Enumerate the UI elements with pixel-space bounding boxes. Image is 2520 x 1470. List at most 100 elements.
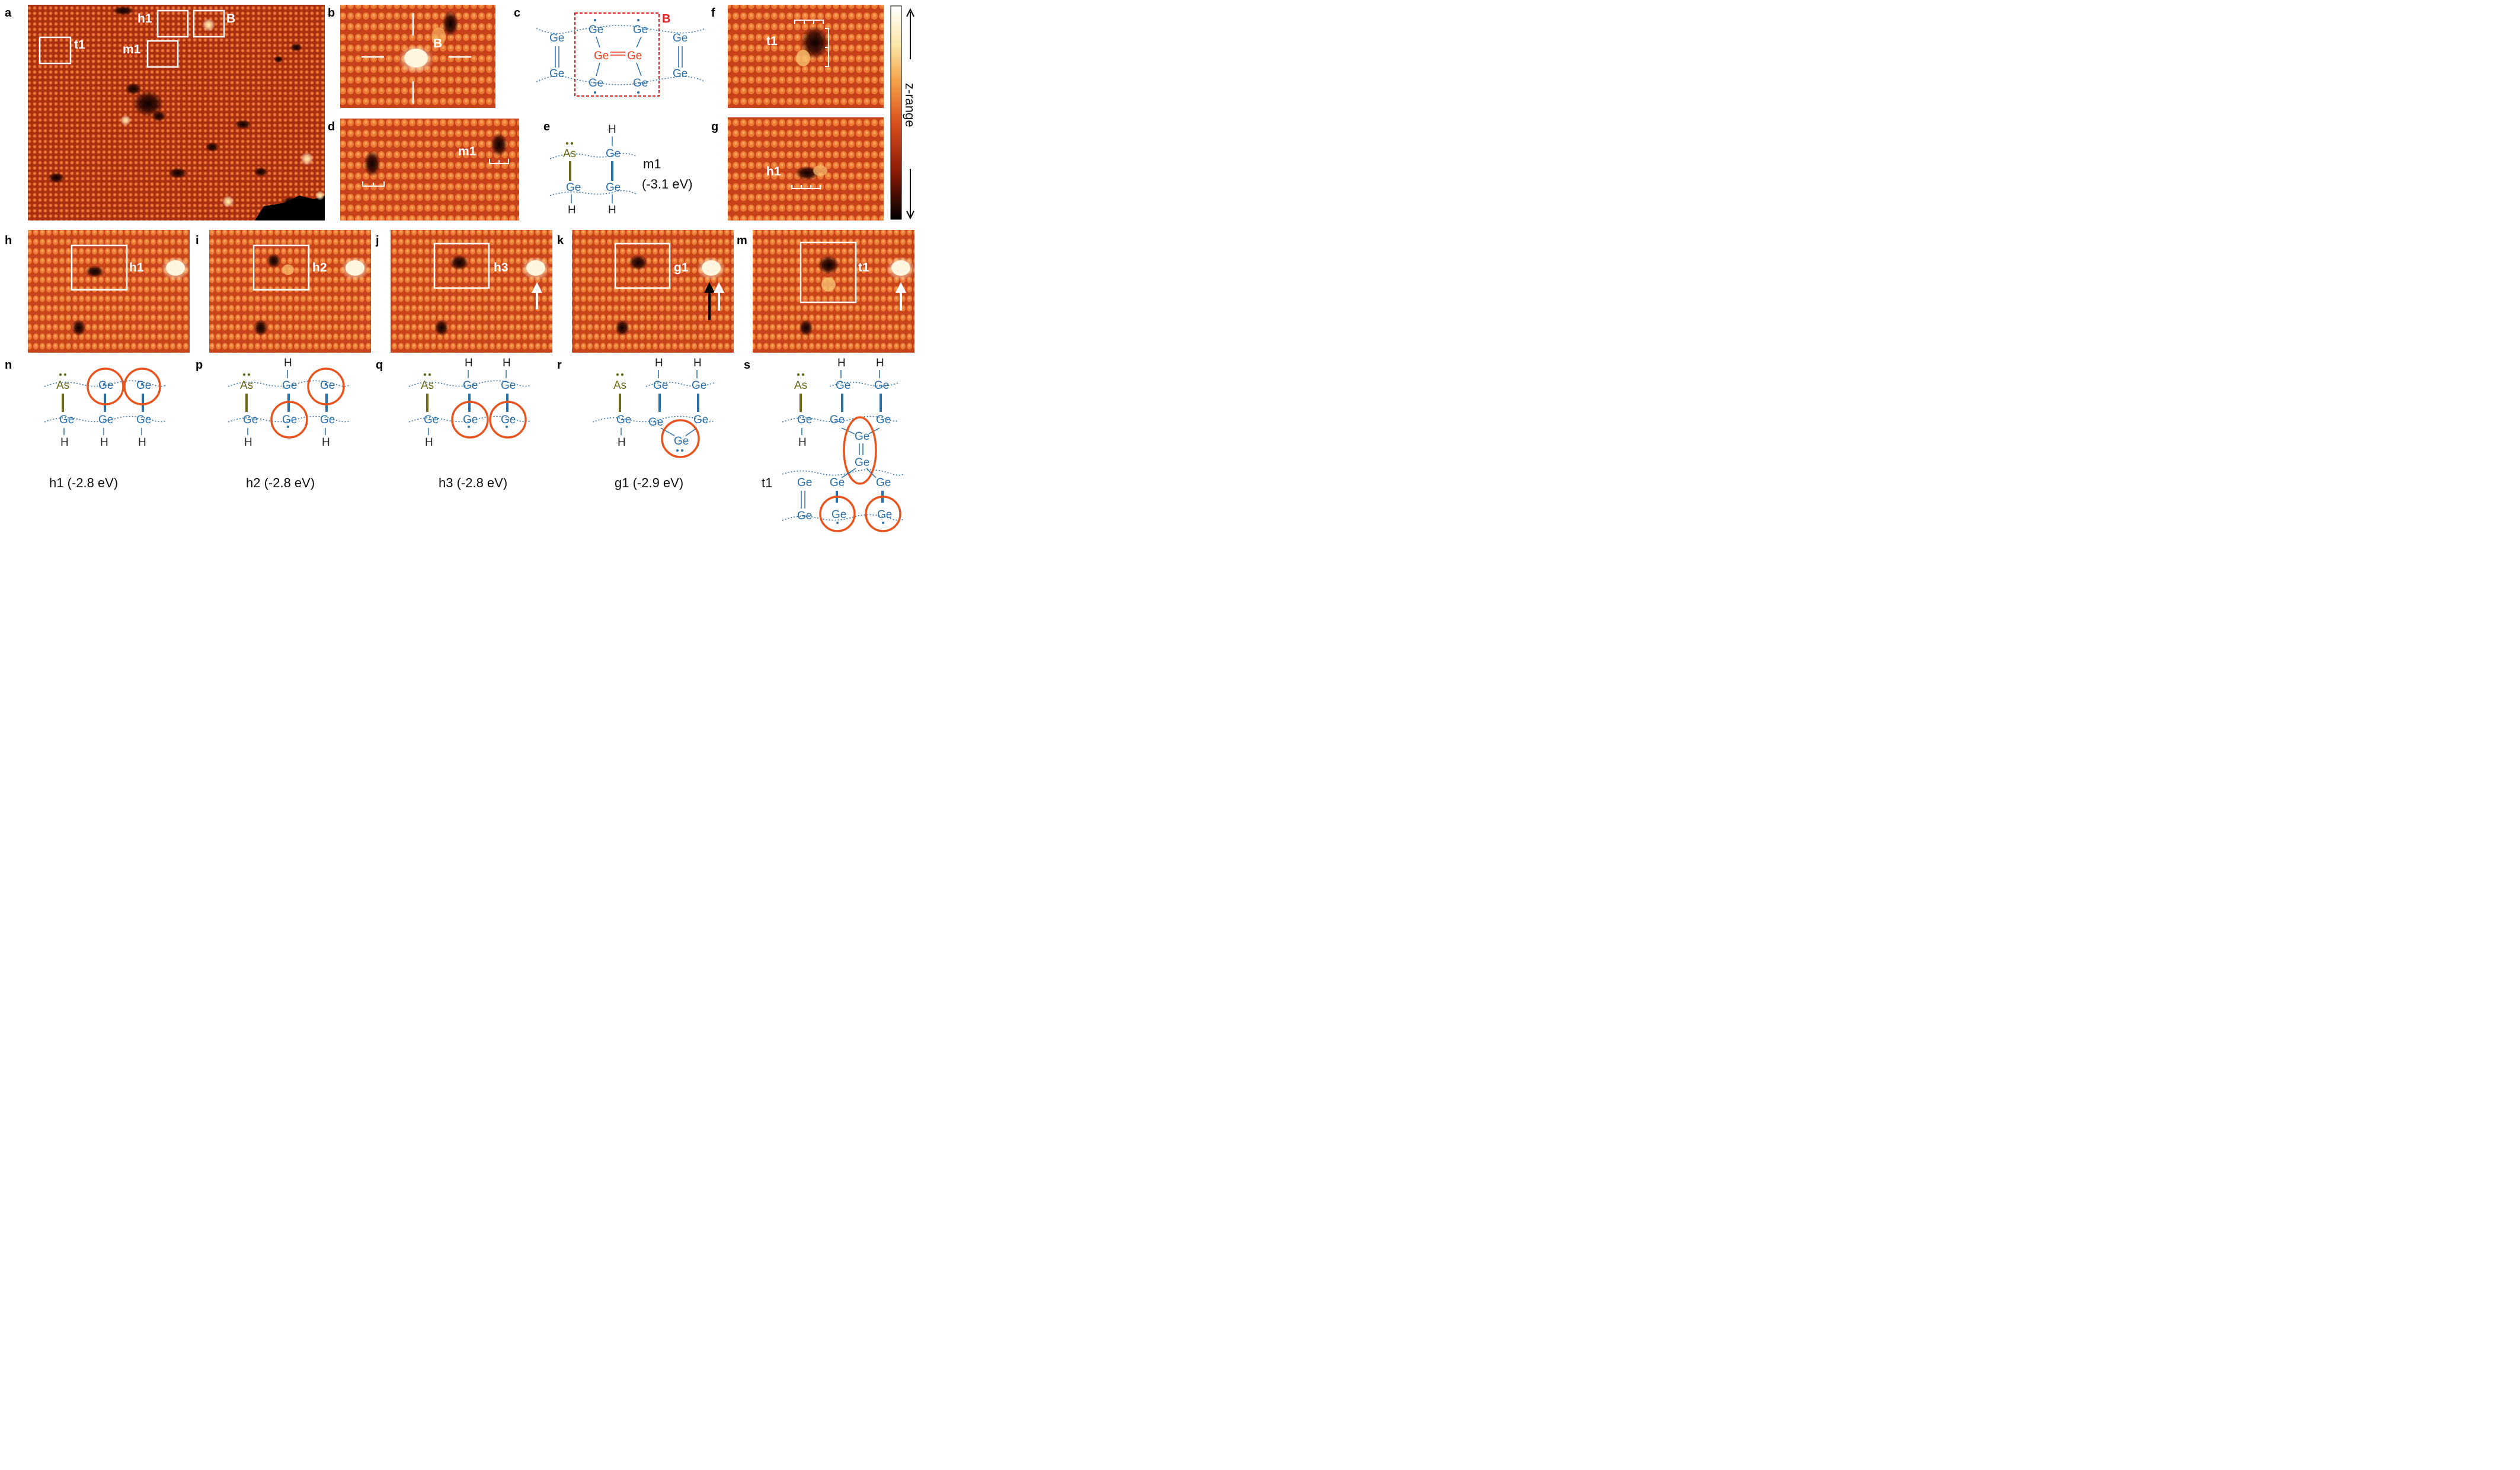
svg-text:Ge: Ge [876, 477, 891, 489]
panel-k: k g1 [557, 230, 734, 353]
label-a-h1: h1 [137, 12, 152, 25]
box-t1 [39, 36, 72, 65]
svg-text:Ge: Ge [463, 379, 478, 392]
label-d-m1: m1 [458, 145, 477, 158]
svg-text:H: H [798, 436, 807, 449]
panel-a: a t1 h1 B m1 [5, 5, 325, 220]
panel-letter-j: j [375, 234, 379, 247]
panel-letter-f: f [711, 7, 715, 20]
svg-text:H: H [138, 436, 146, 449]
panel-j: j h3 [375, 230, 552, 353]
svg-text:H: H [100, 436, 108, 449]
svg-text:Ge: Ge [59, 414, 74, 426]
label-b-B: B [433, 37, 442, 50]
svg-text:H: H [322, 436, 330, 449]
panel-s: s As Ge H H Ge Ge H Ge Ge Ge Ge Ge Ge [744, 357, 904, 532]
svg-text:Ge: Ge [606, 181, 621, 194]
svg-text:Ge: Ge [98, 379, 113, 392]
svg-text:H: H [837, 357, 846, 369]
stm-image-j [391, 230, 552, 353]
caption-n: h1 (-2.8 eV) [49, 475, 118, 490]
svg-text:Ge: Ge [836, 379, 850, 392]
caption-r: g1 (-2.9 eV) [615, 475, 683, 490]
panel-h: h h1 [5, 230, 190, 353]
svg-text:Ge: Ge [424, 414, 439, 426]
atom-ge: Ge [549, 32, 564, 44]
label-g-h1: h1 [766, 165, 781, 178]
panel-g: g h1 [711, 117, 884, 220]
panel-letter-r: r [557, 359, 562, 372]
stm-image-m [753, 230, 914, 353]
svg-text:H: H [618, 436, 626, 449]
svg-text:Ge: Ge [136, 414, 151, 426]
panel-letter-i: i [196, 234, 199, 247]
caption-p: h2 (-2.8 eV) [246, 475, 315, 490]
panel-i: i h2 [196, 230, 371, 353]
panel-n: n As Ge H Ge Ge H Ge Ge H h1 (-2.8 eV) [5, 359, 167, 490]
svg-text:H: H [425, 436, 433, 449]
caption-q: h3 (-2.8 eV) [439, 475, 507, 490]
label-i-h2: h2 [312, 261, 327, 274]
svg-text:Ge: Ge [693, 414, 708, 426]
svg-text:H: H [608, 123, 616, 136]
panel-letter-e: e [543, 120, 550, 133]
svg-text:Ge: Ge [549, 68, 564, 80]
svg-text:Ge: Ge [282, 414, 297, 426]
e-name: m1 [643, 156, 661, 171]
svg-text:Ge: Ge [589, 77, 603, 90]
svg-text:H: H [655, 357, 663, 369]
svg-text:Ge: Ge [648, 416, 663, 429]
svg-text:Ge: Ge [876, 414, 891, 426]
label-m-t1: t1 [858, 261, 869, 274]
svg-text:Ge: Ge [832, 509, 846, 521]
figure: a t1 h1 B m1 b [5, 5, 917, 532]
panel-letter-p: p [196, 359, 203, 372]
svg-text:Ge: Ge [874, 379, 889, 392]
stm-image-i [209, 230, 371, 353]
svg-text:Ge: Ge [501, 414, 516, 426]
svg-text:H: H [693, 357, 702, 369]
svg-text:Ge: Ge [877, 509, 892, 521]
svg-text:H: H [60, 436, 69, 449]
svg-text:Ge: Ge [830, 477, 845, 489]
svg-text:Ge: Ge [566, 181, 581, 194]
svg-text:As: As [421, 379, 434, 392]
svg-text:Ge: Ge [830, 414, 845, 426]
panel-letter-a: a [5, 7, 12, 20]
svg-text:Ge: Ge [692, 379, 706, 392]
label-a-B: B [226, 12, 235, 25]
box-B [193, 9, 225, 38]
svg-text:H: H [608, 204, 616, 216]
svg-text:Ge: Ge [855, 430, 869, 443]
label-a-t1: t1 [74, 38, 85, 52]
panel-letter-d: d [328, 120, 335, 133]
svg-text:As: As [240, 379, 253, 392]
svg-text:Ge: Ge [463, 414, 478, 426]
label-j-h3: h3 [494, 261, 509, 274]
svg-text:Ge: Ge [136, 379, 151, 392]
label-k-g1: g1 [674, 261, 689, 274]
panel-letter-m: m [737, 234, 747, 247]
svg-text:H: H [503, 357, 511, 369]
panel-letter-s: s [744, 359, 750, 372]
e-energy: (-3.1 eV) [642, 177, 693, 191]
caption-s: t1 [762, 475, 772, 490]
atom-h: H [568, 204, 576, 216]
svg-text:Ge: Ge [282, 379, 297, 392]
panel-b: b B [328, 5, 495, 108]
panel-f: f t1 [711, 5, 884, 108]
svg-text:H: H [876, 357, 884, 369]
box-h1 [156, 9, 189, 38]
panel-e: e As Ge H H Ge Ge H m1 (-3.1 eV) [543, 120, 693, 216]
panel-letter-g: g [711, 120, 718, 133]
svg-text:H: H [244, 436, 252, 449]
panel-letter-n: n [5, 359, 12, 372]
svg-text:Ge: Ge [589, 24, 603, 36]
svg-text:H: H [284, 357, 292, 369]
svg-text:Ge: Ge [320, 414, 335, 426]
panel-letter-h: h [5, 234, 12, 247]
svg-text:Ge: Ge [855, 456, 869, 469]
panel-letter-b: b [328, 7, 335, 20]
svg-text:Ge: Ge [616, 414, 631, 426]
svg-text:As: As [613, 379, 626, 392]
